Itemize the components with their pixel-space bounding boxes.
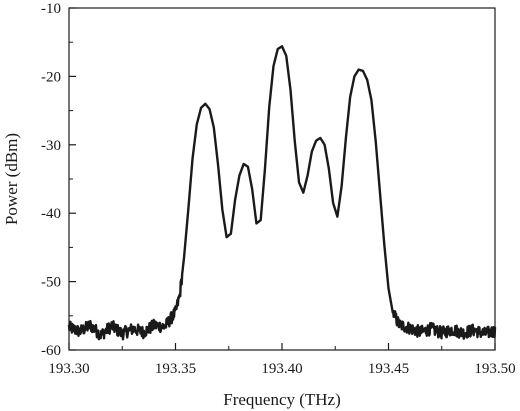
y-tick-label: -60 [41, 343, 61, 359]
x-axis-title: Frequency (THz) [223, 390, 341, 409]
y-tick-label: -30 [41, 138, 61, 154]
x-tick-label: 193.35 [155, 361, 196, 377]
x-tick-label: 193.30 [48, 361, 89, 377]
y-tick-label: -20 [41, 69, 61, 85]
y-tick-label: -50 [41, 275, 61, 291]
x-axis-ticks [68, 343, 496, 350]
plot-frame [68, 7, 496, 351]
x-tick-label: 193.40 [261, 361, 302, 377]
y-axis-title: Power (dBm) [2, 133, 21, 225]
y-axis-ticks [69, 7, 76, 351]
x-tick-label: 193.50 [474, 361, 515, 377]
power-spectrum-line [67, 45, 497, 341]
x-tick-label: 193.45 [368, 361, 409, 377]
y-tick-label: -40 [41, 206, 61, 222]
y-tick-label: -10 [41, 1, 61, 17]
y-axis-tick-labels: -60 -50 -40 -30 -20 -10 [41, 1, 61, 359]
x-axis-tick-labels: 193.30 193.35 193.40 193.45 193.50 [48, 361, 515, 377]
